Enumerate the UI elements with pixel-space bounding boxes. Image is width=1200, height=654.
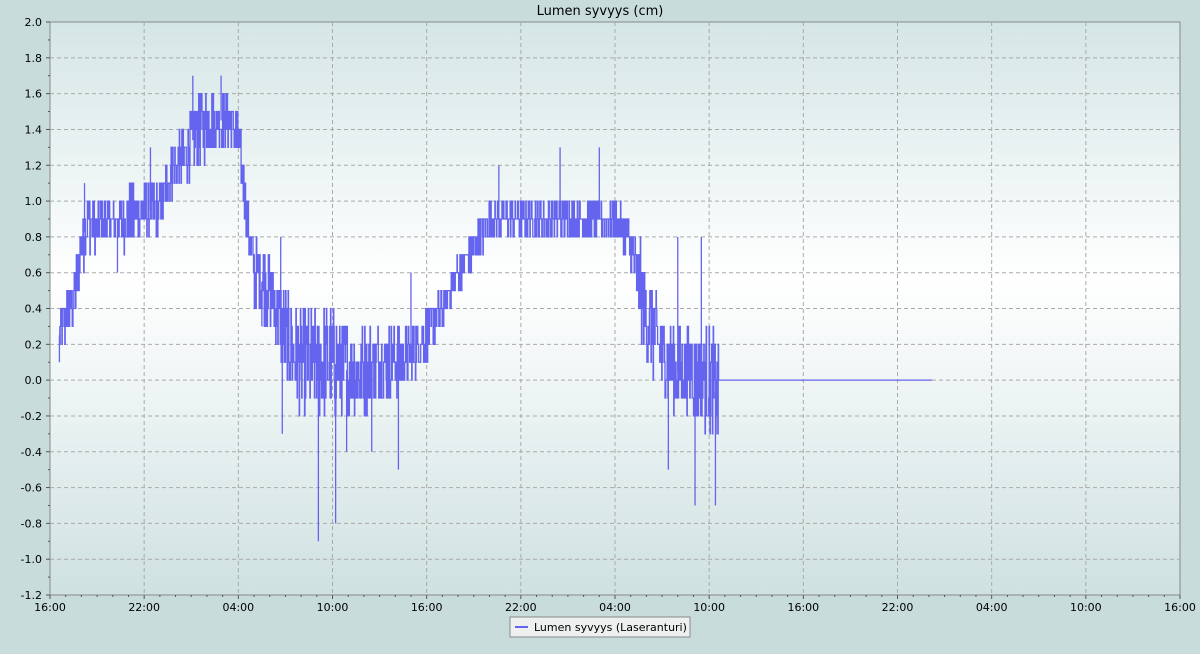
- y-tick-label: 1.0: [25, 195, 43, 208]
- y-tick-label: -1.2: [21, 589, 42, 602]
- y-axis: -1.2 -1.0 -0.8 -0.6 -0.4 -0.2 0.0 0.2 0.4 0.6 0.8 1…: [21, 16, 50, 602]
- y-tick-label: 1.2: [25, 159, 43, 172]
- x-tick-label: 04:00: [222, 601, 254, 614]
- y-tick-label: 0.8: [25, 231, 43, 244]
- x-tick-label: 16:00: [34, 601, 66, 614]
- legend-box: [509, 616, 691, 638]
- x-tick-label: 16:00: [1164, 601, 1196, 614]
- x-tick-label: 04:00: [599, 601, 631, 614]
- y-tick-label: 2.0: [25, 16, 43, 29]
- y-tick-label: 1.4: [25, 123, 43, 136]
- y-tick-label: 0.0: [25, 374, 43, 387]
- y-tick-label: -0.2: [21, 410, 42, 423]
- x-tick-label: 22:00: [128, 601, 160, 614]
- x-tick-label: 16:00: [787, 601, 819, 614]
- series-group: [58, 75, 932, 542]
- x-tick-label: 16:00: [411, 601, 443, 614]
- legend: Lumen syvyys (Laseranturi): [509, 616, 691, 638]
- x-tick-label: 10:00: [1070, 601, 1102, 614]
- grid: [50, 22, 1180, 595]
- legend-label: Lumen syvyys (Laseranturi): [534, 621, 687, 634]
- y-tick-label: 0.2: [25, 338, 43, 351]
- y-tick-label: 0.6: [25, 267, 43, 280]
- x-tick-label: 10:00: [693, 601, 725, 614]
- series-line: [59, 92, 932, 435]
- chart-title: Lumen syvyys (cm): [537, 4, 664, 19]
- y-tick-label: 0.4: [25, 303, 43, 316]
- x-axis: 16:00 22:00 04:00 10:00 16:00 22:00 04:00 10:00…: [34, 595, 1196, 614]
- x-tick-label: 22:00: [882, 601, 914, 614]
- y-tick-label: -0.4: [21, 446, 42, 459]
- x-tick-label: 10:00: [317, 601, 349, 614]
- x-tick-label: 04:00: [976, 601, 1008, 614]
- y-tick-label: -1.0: [21, 553, 42, 566]
- x-tick-label: 22:00: [505, 601, 537, 614]
- y-tick-label: -0.6: [21, 482, 42, 495]
- y-tick-label: 1.8: [25, 52, 43, 65]
- y-tick-label: 1.6: [25, 88, 43, 101]
- y-tick-label: -0.8: [21, 517, 42, 530]
